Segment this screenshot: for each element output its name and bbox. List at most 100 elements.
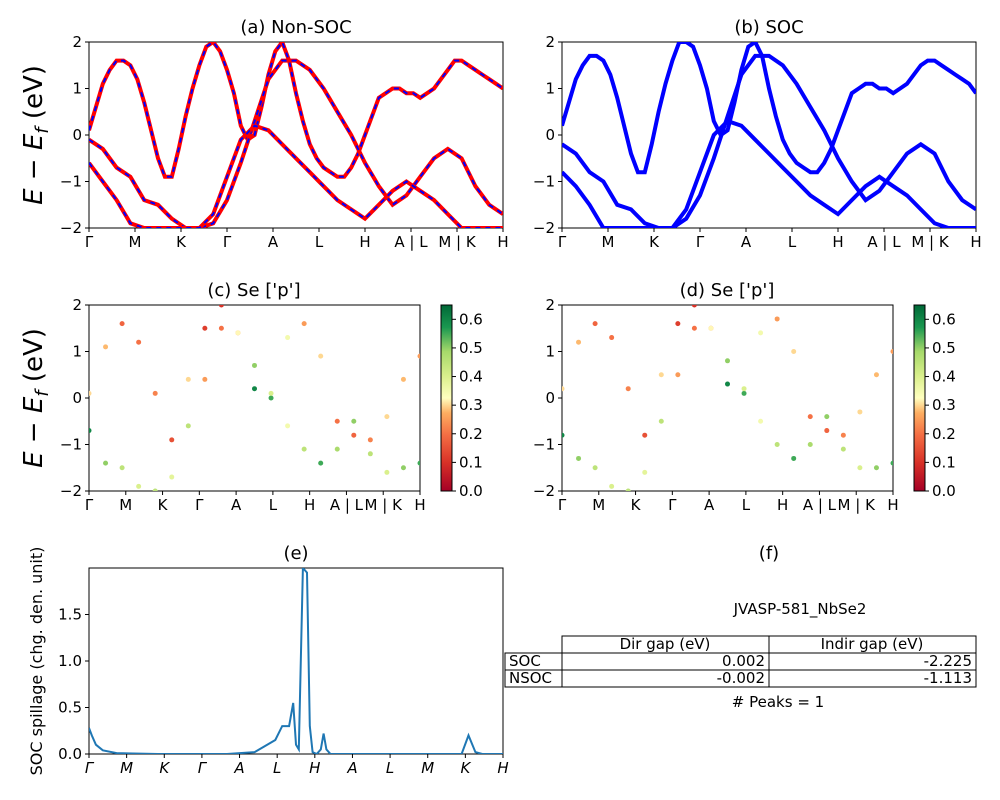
- panel-d-ytick-label: −1: [533, 436, 555, 454]
- panel-f-table: JVASP-581_NbSe2 Dir gap (eV) Indir gap (…: [504, 600, 977, 711]
- panel-a-xtick-label: A | L: [394, 233, 428, 251]
- panel-c-point: [301, 321, 307, 327]
- cbar-c-tick-label: 0.1: [459, 453, 483, 471]
- panel-d-point: [675, 321, 681, 327]
- cbar-d-tick-label: 0.5: [932, 339, 956, 357]
- panel-d-point: [791, 349, 797, 354]
- panel-c-point: [285, 423, 291, 429]
- colorbar-d: 0.0 0.1 0.2 0.3 0.4 0.5 0.6: [913, 304, 956, 500]
- panel-d-point: [873, 465, 879, 471]
- panel-e-ytick-label: 0.0: [58, 745, 82, 763]
- panel-d-point: [774, 442, 780, 447]
- cbar-c-tick-label: 0.2: [459, 425, 483, 443]
- panel-a-ytick-label: 1: [72, 80, 82, 98]
- panel-d-xtick-label: K: [631, 496, 642, 514]
- ylabel-middle: E − Ef (eV): [19, 328, 53, 468]
- panel-c-point: [235, 330, 241, 336]
- panel-d-point: [592, 321, 598, 327]
- panel-d-point: [807, 414, 813, 420]
- panel-d-point: [691, 305, 697, 308]
- panel-c-title: (c) Se ['p']: [207, 280, 300, 301]
- table-header-dir-gap: Dir gap (eV): [620, 635, 711, 653]
- panel-a-xtick-label: M: [129, 233, 142, 251]
- panel-c-point: [268, 395, 274, 401]
- spillage-ylabel: SOC spillage (chg. den. unit): [27, 547, 46, 776]
- panel-e: 0.0 0.5 1.0 1.5 Γ M K Γ A L H A L M K H SOC spillage (ch…: [27, 547, 509, 777]
- panel-c-xtick-label: A | L: [330, 496, 364, 514]
- soc-band-1: [562, 42, 976, 175]
- panel-c-point: [103, 460, 109, 466]
- panel-d-points: [562, 305, 893, 491]
- panel-c-point: [152, 488, 158, 491]
- panel-d-title: (d) Se ['p']: [680, 280, 775, 301]
- panel-e-ytick-label: 1.0: [58, 652, 82, 670]
- panel-d-point: [675, 372, 681, 378]
- panel-b-bands: [562, 42, 976, 228]
- panel-a-xtick-label: A: [268, 233, 279, 251]
- table-row-nsoc-label: NSOC: [509, 669, 552, 687]
- panel-a-ytick-label: 0: [72, 126, 82, 144]
- panel-b-xtick-label: Γ: [696, 233, 705, 251]
- panel-d-point: [824, 428, 830, 434]
- panel-d-point: [807, 442, 813, 447]
- panel-c-xtick-label: L: [269, 496, 278, 514]
- panel-d-point: [625, 386, 631, 392]
- panel-b-xtick-label: H: [970, 233, 981, 251]
- cbar-d-tick-label: 0.1: [932, 453, 956, 471]
- panel-c-point: [400, 376, 406, 382]
- panel-c-xtick-label: M: [119, 496, 132, 514]
- panel-d-xtick-label: Γ: [558, 496, 567, 514]
- panel-d-xtick-label: A | L: [803, 496, 837, 514]
- panel-a-bands: [89, 42, 503, 228]
- panel-d-point: [658, 418, 664, 424]
- cbar-d-tick-label: 0.6: [932, 310, 956, 328]
- panel-d-point: [857, 409, 863, 415]
- panel-d-ytick-label: 2: [545, 296, 555, 314]
- panel-c-point: [334, 446, 340, 452]
- colorbar-c: 0.0 0.1 0.2 0.3 0.4 0.5 0.6: [440, 304, 483, 500]
- panel-d-point: [774, 316, 780, 322]
- panel-c-point: [119, 465, 125, 471]
- panel-c-point: [367, 437, 373, 443]
- panel-e-xtick-label: H: [309, 759, 320, 777]
- panel-e-ytick-label: 0.5: [58, 699, 82, 717]
- panel-b-ytick-label: 2: [545, 33, 555, 51]
- panel-a-xtick-label: Γ: [223, 233, 232, 251]
- panel-a-ytick-label: −1: [60, 173, 82, 191]
- panel-d-xtick-label: M: [592, 496, 605, 514]
- panel-b-ytick-label: −2: [533, 219, 555, 237]
- panel-a-xtick-label: H: [359, 233, 370, 251]
- panel-c-point: [185, 376, 191, 382]
- panel-d-point: [758, 330, 764, 336]
- panel-c-point: [218, 305, 224, 308]
- panel-e-xtick-label: Γ: [85, 759, 95, 777]
- panel-d-point: [592, 465, 598, 471]
- panel-d-point: [642, 469, 648, 475]
- cbar-c-tick-label: 0.5: [459, 339, 483, 357]
- panel-d-point: [609, 335, 615, 341]
- panel-d-ytick-label: 0: [545, 389, 555, 407]
- panel-c-ytick-label: −2: [60, 482, 82, 500]
- panel-e-xtick-label: H: [497, 759, 508, 777]
- panel-d-point: [691, 325, 697, 331]
- panel-a-xtick-label: K: [176, 233, 187, 251]
- soc-band-2: [562, 53, 976, 228]
- panel-c-point: [351, 418, 357, 424]
- cbar-d-tick-label: 0.4: [932, 368, 956, 386]
- panel-c-point: [285, 335, 291, 341]
- panel-c-point: [268, 390, 274, 396]
- cbar-c-tick-label: 0.4: [459, 368, 483, 386]
- panel-d-xtick-label: H: [887, 496, 898, 514]
- panel-d-point: [576, 455, 582, 461]
- panel-c-point: [318, 353, 324, 359]
- nonsoc-band-3: [89, 123, 503, 228]
- panel-c-point: [334, 418, 340, 424]
- panel-c-ytick-label: 1: [72, 343, 82, 361]
- panel-b-xtick-label: A: [741, 233, 752, 251]
- panel-b-xtick-label: K: [649, 233, 660, 251]
- panel-e-xtick-label: A: [233, 759, 244, 777]
- panel-c-point: [400, 465, 406, 471]
- panel-b-ytick-label: 0: [545, 126, 555, 144]
- panel-c-frame: [88, 304, 421, 492]
- panel-c-point: [89, 390, 92, 396]
